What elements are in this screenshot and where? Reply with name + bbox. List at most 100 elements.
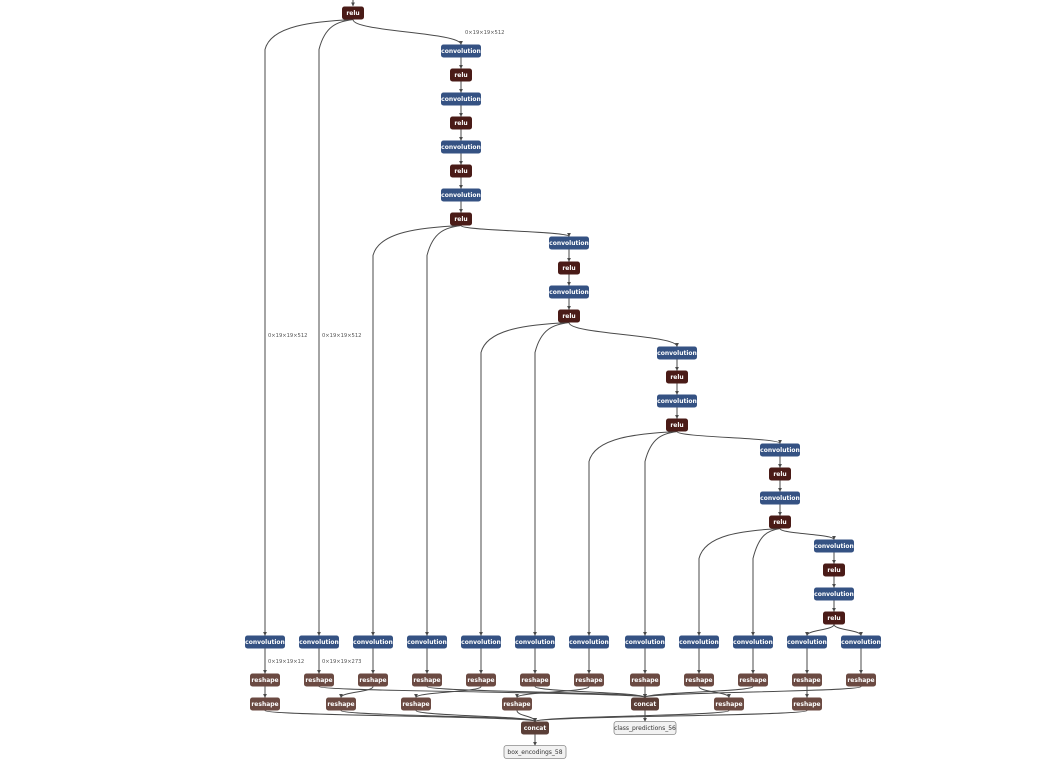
- node-label-c8: convolution: [657, 398, 697, 405]
- node-label-r3: relu: [454, 168, 467, 175]
- node-box-r10: [769, 515, 791, 529]
- node-convolution-h6[interactable]: convolution: [515, 635, 555, 649]
- node-convolution-c10[interactable]: convolution: [760, 491, 800, 505]
- node-reshape-s12[interactable]: reshape: [846, 673, 876, 687]
- node-convolution-h12[interactable]: convolution: [841, 635, 881, 649]
- edge-r8-c9: [676, 431, 782, 444]
- node-reshape-t2[interactable]: reshape: [326, 697, 356, 711]
- node-relu-r4[interactable]: relu: [450, 212, 472, 226]
- node-convolution-h3[interactable]: convolution: [353, 635, 393, 649]
- node-box-c7: [657, 346, 697, 360]
- edge-r4-h3: [371, 225, 462, 636]
- node-reshape-t5[interactable]: reshape: [714, 697, 744, 711]
- node-convolution-c3[interactable]: convolution: [441, 140, 481, 154]
- node-box-c2: [441, 92, 481, 106]
- node-relu-r0[interactable]: relu: [342, 6, 364, 20]
- node-reshape-s4[interactable]: reshape: [412, 673, 442, 687]
- node-output-out_class[interactable]: class_predictions_56: [613, 721, 677, 735]
- node-reshape-t6[interactable]: reshape: [792, 697, 822, 711]
- node-relu-r11[interactable]: relu: [823, 563, 845, 577]
- node-label-r9: relu: [773, 471, 786, 478]
- edge-label-h2-s2: 0×19×19×273: [322, 659, 361, 665]
- node-relu-r12[interactable]: relu: [823, 611, 845, 625]
- node-label-t6: reshape: [793, 701, 820, 708]
- node-box-t1: [250, 697, 280, 711]
- node-convolution-c9[interactable]: convolution: [760, 443, 800, 457]
- node-relu-r5[interactable]: relu: [558, 261, 580, 275]
- node-box-h10: [733, 635, 773, 649]
- node-label-cc_class: concat: [634, 701, 657, 708]
- node-label-s6: reshape: [521, 677, 548, 684]
- node-reshape-t1[interactable]: reshape: [250, 697, 280, 711]
- node-reshape-s9[interactable]: reshape: [684, 673, 714, 687]
- node-reshape-s5[interactable]: reshape: [466, 673, 496, 687]
- node-convolution-h4[interactable]: convolution: [407, 635, 447, 649]
- node-relu-r9[interactable]: relu: [769, 467, 791, 481]
- node-reshape-s3[interactable]: reshape: [358, 673, 388, 687]
- node-reshape-s10[interactable]: reshape: [738, 673, 768, 687]
- node-convolution-h2[interactable]: convolution: [299, 635, 339, 649]
- node-reshape-s6[interactable]: reshape: [520, 673, 550, 687]
- node-relu-r8[interactable]: relu: [666, 418, 688, 432]
- node-convolution-c4[interactable]: convolution: [441, 188, 481, 202]
- node-reshape-t3[interactable]: reshape: [401, 697, 431, 711]
- node-convolution-c12[interactable]: convolution: [814, 587, 854, 601]
- node-label-r11: relu: [827, 567, 840, 574]
- node-label-c7: convolution: [657, 350, 697, 357]
- node-convolution-h11[interactable]: convolution: [787, 635, 827, 649]
- node-relu-r3[interactable]: relu: [450, 164, 472, 178]
- node-label-c2: convolution: [441, 96, 481, 103]
- node-label-t3: reshape: [402, 701, 429, 708]
- node-convolution-h8[interactable]: convolution: [625, 635, 665, 649]
- node-box-c3: [441, 140, 481, 154]
- node-box-cc_box: [521, 721, 549, 735]
- node-label-r2: relu: [454, 120, 467, 127]
- node-box-r2: [450, 116, 472, 130]
- node-convolution-c11[interactable]: convolution: [814, 539, 854, 553]
- node-box-t4: [502, 697, 532, 711]
- node-reshape-s7[interactable]: reshape: [574, 673, 604, 687]
- node-reshape-s1[interactable]: reshape: [250, 673, 280, 687]
- node-relu-r7[interactable]: relu: [666, 370, 688, 384]
- node-convolution-h9[interactable]: convolution: [679, 635, 719, 649]
- node-reshape-s2[interactable]: reshape: [304, 673, 334, 687]
- edge-s9-t5: [698, 686, 731, 698]
- edge-t3-cc_box: [415, 710, 537, 722]
- edge-s12-cc_class: [643, 686, 862, 698]
- node-label-h12: convolution: [841, 639, 881, 646]
- node-concat-cc_class[interactable]: concat: [631, 697, 659, 711]
- node-label-c5: convolution: [549, 240, 589, 247]
- node-box-t2: [326, 697, 356, 711]
- node-convolution-c2[interactable]: convolution: [441, 92, 481, 106]
- node-relu-r2[interactable]: relu: [450, 116, 472, 130]
- node-box-h8: [625, 635, 665, 649]
- node-convolution-c1[interactable]: convolution: [441, 44, 481, 58]
- node-label-s10: reshape: [739, 677, 766, 684]
- node-reshape-t4[interactable]: reshape: [502, 697, 532, 711]
- node-label-s8: reshape: [631, 677, 658, 684]
- edge-r6-h5: [479, 322, 570, 636]
- node-convolution-c5[interactable]: convolution: [549, 236, 589, 250]
- node-relu-r10[interactable]: relu: [769, 515, 791, 529]
- node-convolution-h1[interactable]: convolution: [245, 635, 285, 649]
- node-label-h4: convolution: [407, 639, 447, 646]
- node-relu-r1[interactable]: relu: [450, 68, 472, 82]
- node-convolution-c6[interactable]: convolution: [549, 285, 589, 299]
- node-convolution-c7[interactable]: convolution: [657, 346, 697, 360]
- node-label-c11: convolution: [814, 543, 854, 550]
- node-relu-r6[interactable]: relu: [558, 309, 580, 323]
- node-convolution-h10[interactable]: convolution: [733, 635, 773, 649]
- node-convolution-h7[interactable]: convolution: [569, 635, 609, 649]
- node-reshape-s8[interactable]: reshape: [630, 673, 660, 687]
- node-convolution-c8[interactable]: convolution: [657, 394, 697, 408]
- node-box-h2: [299, 635, 339, 649]
- node-reshape-s11[interactable]: reshape: [792, 673, 822, 687]
- node-concat-cc_box[interactable]: concat: [521, 721, 549, 735]
- node-label-out_class: class_predictions_56: [614, 725, 676, 732]
- node-box-c10: [760, 491, 800, 505]
- node-convolution-h5[interactable]: convolution: [461, 635, 501, 649]
- edge-s4-cc_class: [426, 686, 647, 698]
- node-output-out_box[interactable]: box_encodings_58: [503, 745, 567, 759]
- node-box-s2: [304, 673, 334, 687]
- node-label-h9: convolution: [679, 639, 719, 646]
